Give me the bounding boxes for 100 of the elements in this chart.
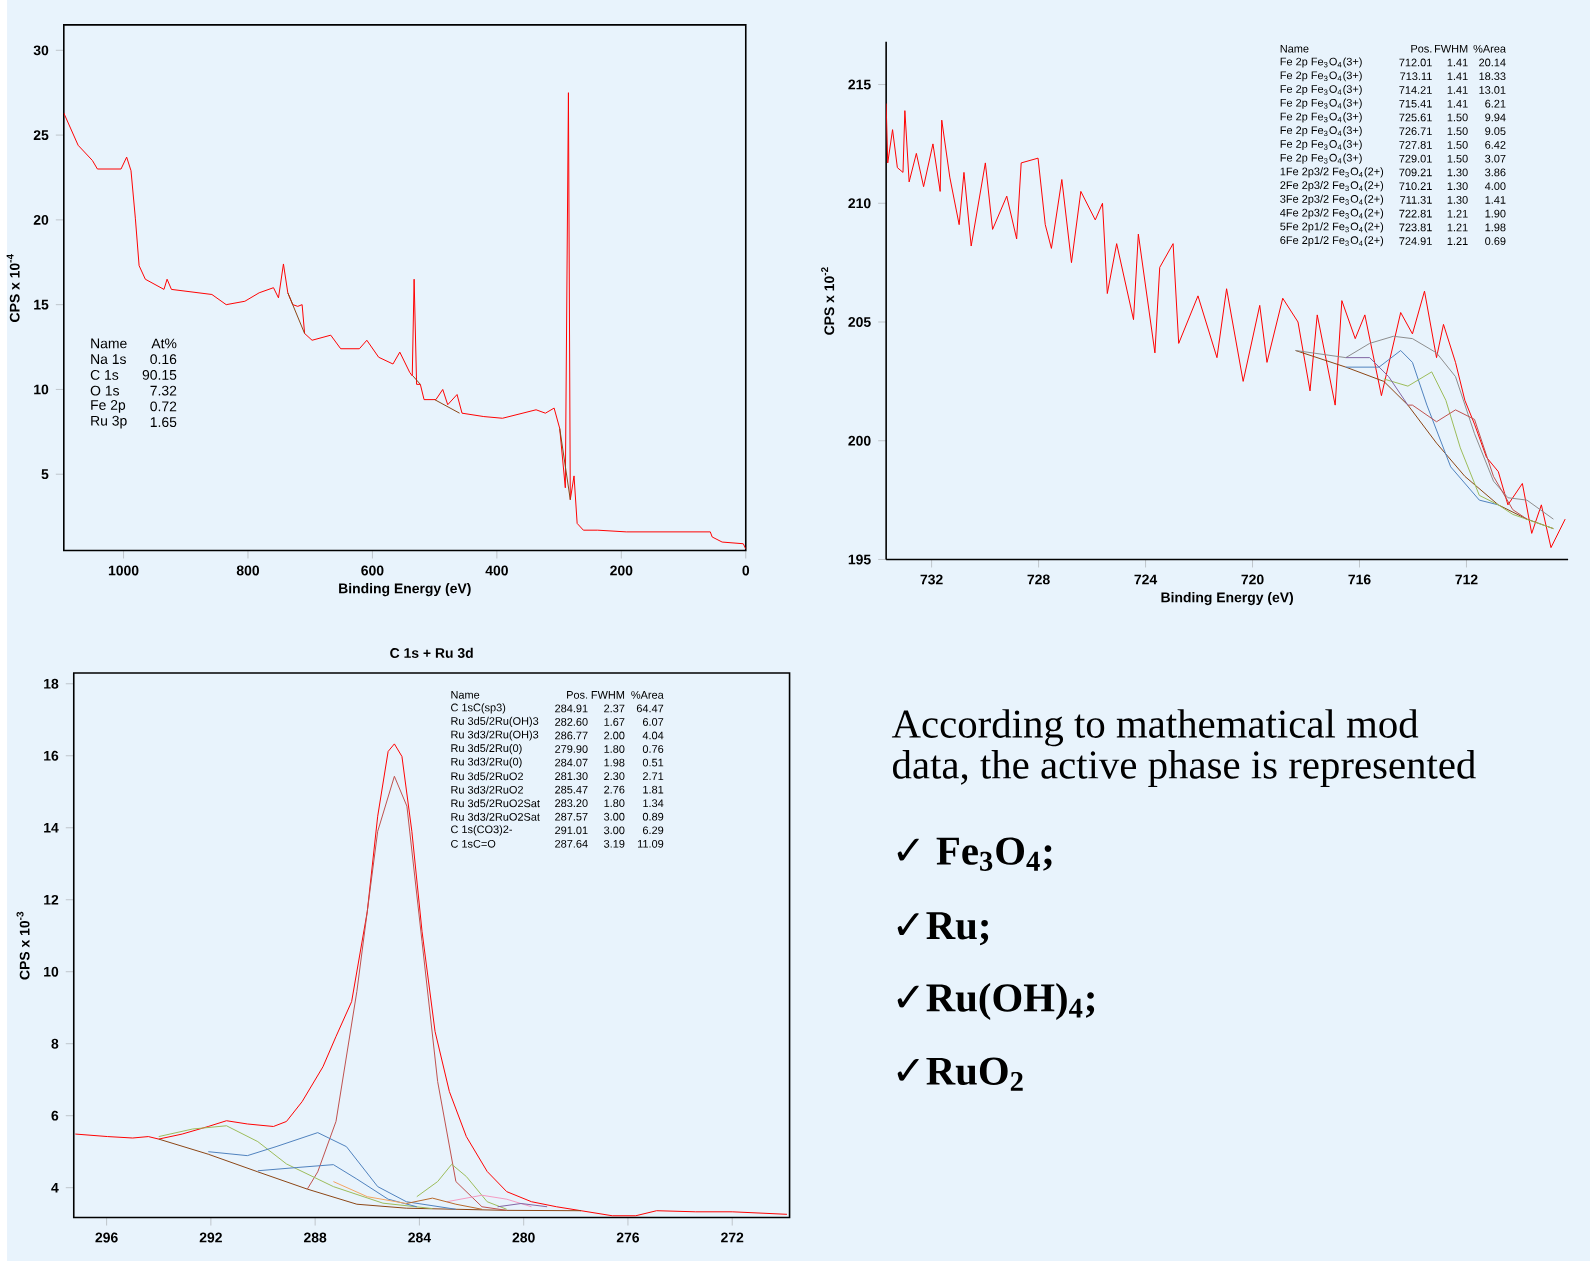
annotation: 2.30 bbox=[604, 772, 625, 780]
x-tick-label: 600 bbox=[361, 565, 384, 576]
y-tick-label: 15 bbox=[34, 299, 49, 310]
annotation: %Area bbox=[1473, 44, 1506, 53]
annotation: 1.30 bbox=[1447, 168, 1468, 177]
y-tick-label: 30 bbox=[33, 45, 49, 56]
chart-title: C 1s + Ru 3d bbox=[390, 647, 473, 658]
annotation: 291.01 bbox=[555, 826, 588, 834]
annotation: 723.81 bbox=[1399, 223, 1432, 232]
y-tick-label: 5 bbox=[41, 469, 49, 479]
annotation: 712.01 bbox=[1399, 58, 1432, 67]
annotation: 1.41 bbox=[1447, 99, 1468, 108]
x-tick-label: 728 bbox=[1027, 574, 1050, 585]
annotation: 2.37 bbox=[604, 704, 625, 713]
annotation: 20.14 bbox=[1479, 58, 1506, 67]
annotation: 0.89 bbox=[642, 812, 664, 821]
y-tick-label: 14 bbox=[44, 822, 59, 833]
annotation: 715.41 bbox=[1399, 99, 1432, 108]
annotation: Ru 3d5/2Ru(OH)3 bbox=[451, 716, 539, 727]
annotation: 1.21 bbox=[1447, 223, 1468, 232]
annotation: Fe 2p Fe$_{3}$O$_{4}$(3+) bbox=[1280, 153, 1362, 164]
annotation: 3.00 bbox=[604, 826, 625, 834]
x-tick-label: 0 bbox=[742, 565, 750, 576]
annotation: 3.00 bbox=[604, 812, 625, 821]
annotation: 4Fe 2p3/2 Fe$_{3}$O$_{4}$(2+) bbox=[1280, 208, 1384, 219]
annotation: Na 1s bbox=[91, 354, 126, 364]
annotation: At% bbox=[151, 338, 177, 349]
annotation: Fe 2p Fe$_{3}$O$_{4}$(3+) bbox=[1280, 125, 1362, 137]
annotation: Fe 2p bbox=[91, 399, 126, 413]
x-tick-label: 724 bbox=[1134, 574, 1158, 585]
annotation: 711.31 bbox=[1400, 195, 1432, 204]
y-tick-label: 200 bbox=[848, 435, 871, 446]
text: ✓Ru(OH)$_{4}$; bbox=[897, 982, 1095, 1020]
annotation: Fe 2p Fe$_{3}$O$_{4}$(3+) bbox=[1280, 84, 1362, 95]
annotation: 3.86 bbox=[1485, 168, 1506, 177]
annotation: C 1sC(sp3) bbox=[451, 703, 506, 714]
annotation: 1.41 bbox=[1447, 86, 1468, 94]
annotation: 287.64 bbox=[555, 839, 588, 848]
x-tick-label: 292 bbox=[199, 1232, 222, 1243]
annotation: Fe 2p Fe$_{3}$O$_{4}$(3+) bbox=[1280, 112, 1362, 123]
annotation: 1.21 bbox=[1447, 237, 1468, 245]
annotation: 729.01 bbox=[1399, 154, 1432, 163]
annotation: 2.71 bbox=[642, 772, 664, 780]
x-tick-label: 288 bbox=[303, 1232, 327, 1243]
x-tick-label: 272 bbox=[721, 1232, 744, 1243]
annotation: 0.69 bbox=[1485, 237, 1506, 245]
annotation: 285.47 bbox=[555, 785, 588, 794]
y-tick-label: 4 bbox=[51, 1182, 59, 1193]
annotation: 1.50 bbox=[1447, 154, 1468, 163]
annotation: 1.50 bbox=[1447, 113, 1468, 122]
y-tick-label: 6 bbox=[51, 1110, 59, 1121]
y-tick-label: 210 bbox=[848, 198, 871, 209]
annotation: 1Fe 2p3/2 Fe$_{3}$O$_{4}$(2+) bbox=[1280, 167, 1384, 178]
annotation: 709.21 bbox=[1399, 168, 1432, 177]
y-tick-label: 205 bbox=[848, 316, 871, 327]
y-tick-label: 215 bbox=[848, 79, 871, 90]
annotation: 2.76 bbox=[604, 785, 625, 794]
annotation: Ru 3d3/2RuO2 bbox=[451, 785, 523, 794]
y-tick-label: 18 bbox=[44, 678, 59, 689]
x-tick-label: 276 bbox=[616, 1232, 640, 1243]
annotation: 0.16 bbox=[150, 354, 177, 364]
annotation: 287.57 bbox=[555, 812, 588, 821]
annotation: 3.07 bbox=[1485, 154, 1506, 163]
annotation: Ru 3d3/2RuO2Sat bbox=[451, 812, 540, 821]
annotation: 283.20 bbox=[555, 799, 588, 807]
annotation: Name bbox=[451, 690, 480, 699]
x-tick-label: 800 bbox=[236, 565, 260, 576]
annotation: 1.81 bbox=[643, 785, 664, 794]
x-tick-label: 280 bbox=[512, 1232, 535, 1243]
y-tick-label: 16 bbox=[44, 750, 59, 761]
y-tick-label: 10 bbox=[34, 384, 49, 395]
annotation: FWHM bbox=[591, 690, 625, 699]
y-axis-title: CPS x 10$^{-2}$ bbox=[821, 267, 835, 335]
annotation: 713.11 bbox=[1400, 72, 1432, 80]
annotation: 11.09 bbox=[637, 839, 664, 848]
annotation: 286.77 bbox=[555, 731, 588, 740]
annotation: Fe 2p Fe$_{3}$O$_{4}$(3+) bbox=[1280, 98, 1362, 109]
annotation: Fe 2p Fe$_{3}$O$_{4}$(3+) bbox=[1280, 57, 1362, 68]
annotation: C 1s bbox=[90, 369, 119, 380]
annotation: 725.61 bbox=[1399, 113, 1432, 122]
x-tick-label: 296 bbox=[95, 1232, 118, 1243]
annotation: 0.76 bbox=[642, 744, 664, 753]
annotation: 1.50 bbox=[1447, 127, 1468, 135]
x-tick-label: 400 bbox=[485, 565, 508, 576]
y-tick-label: 12 bbox=[44, 894, 59, 905]
annotation: Ru 3p bbox=[91, 415, 127, 429]
annotation: 1.67 bbox=[604, 717, 625, 726]
x-tick-label: 284 bbox=[408, 1232, 431, 1243]
annotation: 1.34 bbox=[643, 799, 664, 807]
annotation: 1.21 bbox=[1447, 209, 1468, 218]
annotation: C 1sC=O bbox=[451, 839, 496, 848]
annotation: 6.07 bbox=[642, 717, 664, 726]
annotation: 3Fe 2p3/2 Fe$_{3}$O$_{4}$(2+) bbox=[1280, 194, 1384, 205]
annotation: 727.81 bbox=[1399, 140, 1432, 149]
annotation: 0.51 bbox=[642, 758, 664, 767]
annotation: 7.32 bbox=[150, 385, 177, 396]
x-axis-title: Binding Energy (eV) bbox=[339, 582, 471, 596]
annotation: Name bbox=[91, 338, 127, 349]
annotation: 1.41 bbox=[1447, 58, 1468, 67]
annotation: Ru 3d3/2Ru(OH)3 bbox=[451, 730, 539, 741]
